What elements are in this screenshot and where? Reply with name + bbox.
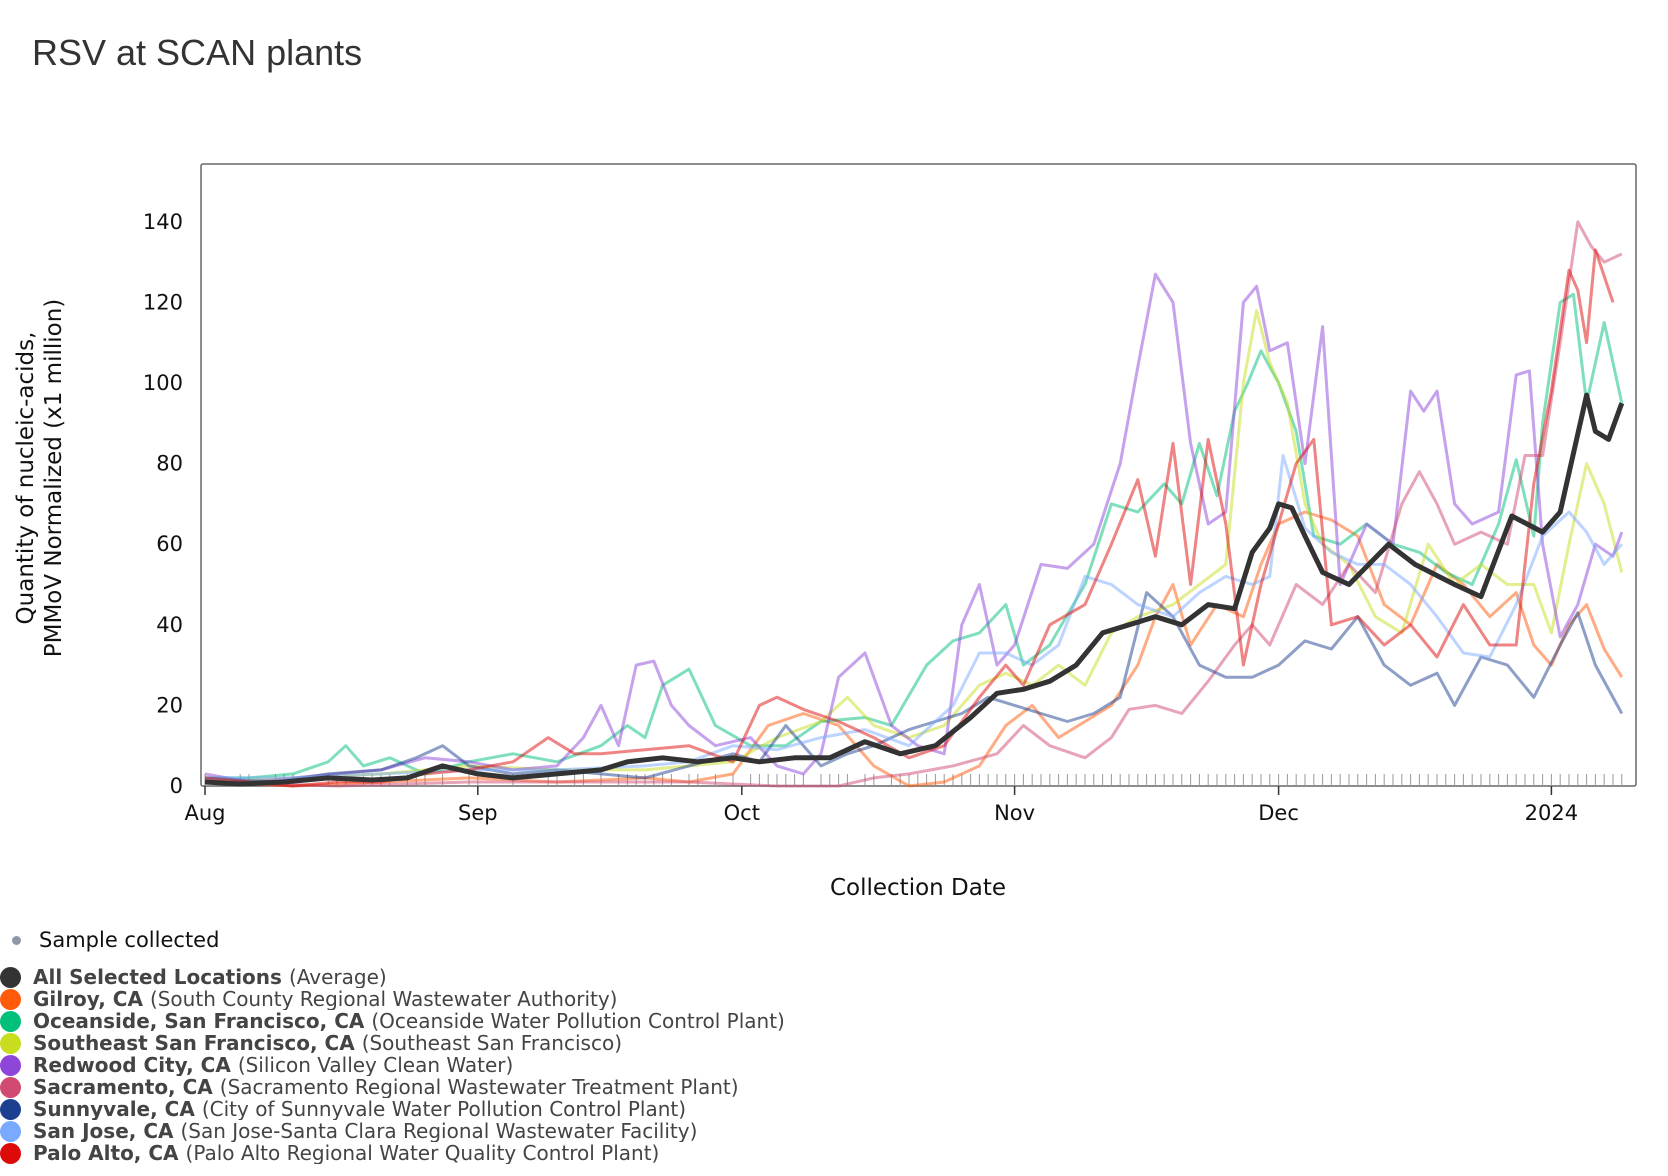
legend: All Selected Locations (Average) Gilroy, C… (0, 966, 785, 1164)
x-tick-label: Dec (1258, 801, 1299, 825)
series-line-sacramento-ca[interactable] (204, 220, 1623, 788)
y-tick-label: 80 (156, 452, 183, 476)
legend-item[interactable]: Gilroy, CA (South County Regional Wastewa… (0, 988, 785, 1010)
y-tick-label: 100 (143, 371, 183, 395)
x-tick-label: Oct (724, 801, 760, 825)
legend-item[interactable]: Southeast San Francisco, CA (Southeast Sa… (0, 1032, 785, 1054)
legend-site: (San Jose-Santa Clara Regional Wastewate… (180, 1120, 698, 1142)
y-tick-label: 20 (156, 693, 183, 717)
legend-site: (Average) (288, 966, 387, 988)
sample-collected-label: Sample collected (39, 928, 220, 952)
x-tick-label: 2024 (1525, 801, 1578, 825)
series-lines (204, 220, 1625, 788)
series-line-oceanside-san-francisco-ca[interactable] (205, 292, 1624, 780)
legend-location: Southeast San Francisco, CA (33, 1032, 355, 1054)
legend-color-dot-icon (0, 1142, 21, 1164)
chart-plot: 0 20 40 60 80 100 120 140 Aug Sep Oct Nov Dec 2024 Q… (13, 163, 1637, 901)
chart-title: RSV at SCAN plants (32, 32, 363, 73)
legend-site: (South County Regional Wastewater Author… (149, 988, 618, 1010)
legend-color-dot-icon (0, 1120, 21, 1142)
series-line-all-selected-locations[interactable] (204, 392, 1625, 787)
legend-item[interactable]: Redwood City, CA (Silicon Valley Clean Wa… (0, 1054, 785, 1076)
y-axis: 0 20 40 60 80 100 120 140 (143, 210, 183, 798)
y-tick-label: 120 (143, 290, 183, 314)
sample-dot-icon (12, 935, 21, 945)
legend-site: (Southeast San Francisco) (361, 1032, 622, 1054)
legend-item[interactable]: San Jose, CA (San Jose-Santa Clara Region… (0, 1120, 785, 1142)
y-tick-label: 140 (143, 210, 183, 234)
legend-location: All Selected Locations (33, 966, 282, 988)
x-axis: Aug Sep Oct Nov Dec 2024 (184, 786, 1578, 825)
legend-color-dot-icon (0, 1032, 21, 1054)
legend-location: Sacramento, CA (33, 1076, 213, 1098)
legend-location: Sunnyvale, CA (33, 1098, 195, 1120)
series-line-southeast-san-francisco-ca[interactable] (204, 309, 1624, 784)
legend-location: Redwood City, CA (33, 1054, 231, 1076)
y-axis-title-line2: PMMoV Normalized (x1 million) (41, 299, 67, 658)
sample-collected-legend: Sample collected (12, 928, 219, 952)
legend-color-dot-icon (0, 1098, 21, 1120)
legend-site: (Oceanside Water Pollution Control Plant… (371, 1010, 785, 1032)
legend-item[interactable]: Sacramento, CA (Sacramento Regional Waste… (0, 1076, 785, 1098)
series-line-palo-alto-ca[interactable] (204, 248, 1615, 788)
y-tick-label: 0 (170, 774, 183, 798)
x-axis-title: Collection Date (830, 875, 1006, 901)
legend-site: (Palo Alto Regional Water Quality Contro… (185, 1142, 660, 1164)
series-line-gilroy-ca[interactable] (204, 510, 1624, 788)
legend-color-dot-icon (0, 1054, 21, 1076)
legend-location: Gilroy, CA (33, 988, 143, 1010)
legend-location: Oceanside, San Francisco, CA (33, 1010, 365, 1032)
legend-item[interactable]: All Selected Locations (Average) (0, 966, 785, 988)
series-line-redwood-city-ca[interactable] (204, 272, 1624, 784)
legend-item[interactable]: Palo Alto, CA (Palo Alto Regional Water Q… (0, 1142, 785, 1164)
legend-item[interactable]: Oceanside, San Francisco, CA (Oceanside W… (0, 1010, 785, 1032)
legend-color-dot-icon (0, 988, 21, 1010)
legend-site: (City of Sunnyvale Water Pollution Contr… (201, 1098, 687, 1120)
legend-location: San Jose, CA (33, 1120, 174, 1142)
x-tick-label: Aug (184, 801, 225, 825)
y-tick-label: 60 (156, 532, 183, 556)
legend-color-dot-icon (0, 966, 21, 988)
legend-color-dot-icon (0, 1076, 21, 1098)
legend-site: (Sacramento Regional Wastewater Treatmen… (219, 1076, 739, 1098)
y-axis-title-line1: Quantity of nucleic-acids, (13, 332, 39, 625)
legend-item[interactable]: Sunnyvale, CA (City of Sunnyvale Water Po… (0, 1098, 785, 1120)
legend-color-dot-icon (0, 1010, 21, 1032)
x-tick-label: Nov (994, 801, 1035, 825)
x-tick-label: Sep (458, 801, 498, 825)
legend-site: (Silicon Valley Clean Water) (237, 1054, 514, 1076)
y-tick-label: 40 (156, 613, 183, 637)
legend-location: Palo Alto, CA (33, 1142, 179, 1164)
